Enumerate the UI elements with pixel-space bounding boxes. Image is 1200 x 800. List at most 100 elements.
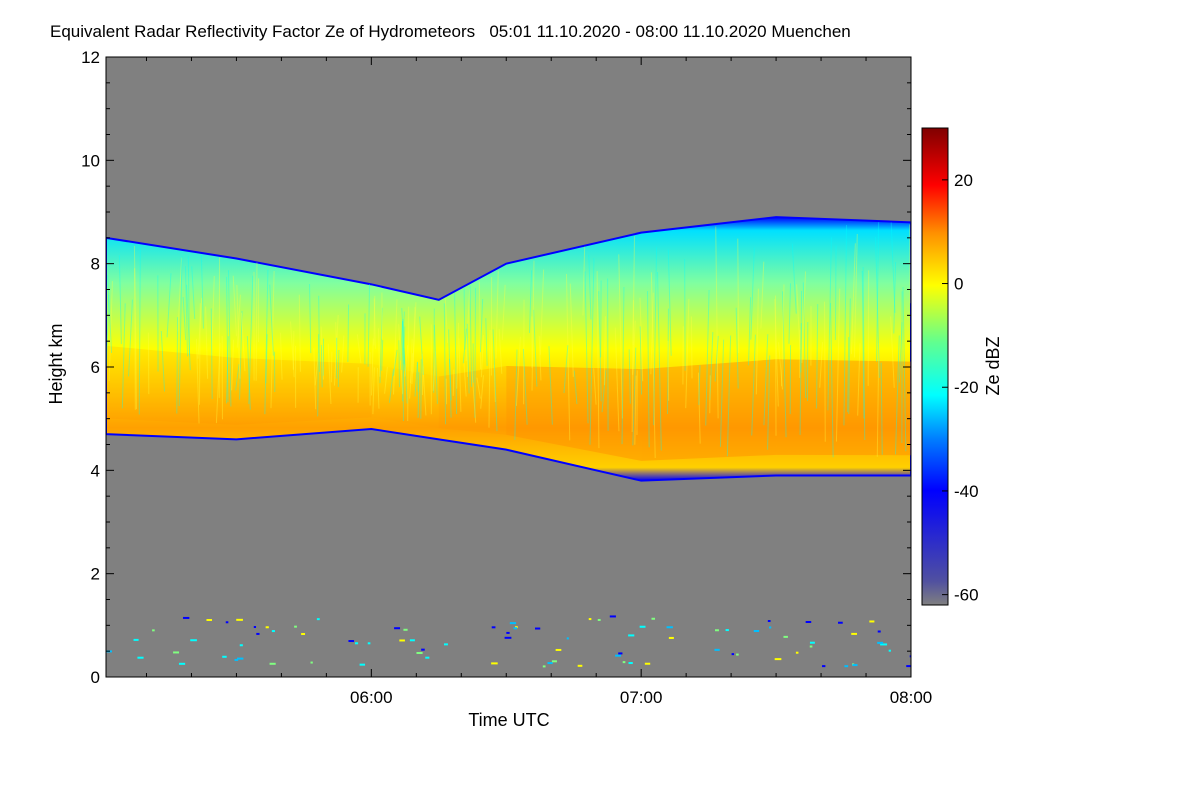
fall-streak <box>471 370 477 423</box>
fall-streak <box>466 323 470 394</box>
fall-streak <box>449 359 452 401</box>
speckle <box>774 658 782 661</box>
speckle <box>577 664 583 667</box>
fall-streak <box>848 298 851 415</box>
fall-streak <box>862 266 866 441</box>
fall-streak <box>890 316 895 388</box>
cloud-core-segment <box>371 363 439 429</box>
speckle <box>547 662 553 665</box>
cloud-layer <box>106 216 911 482</box>
speckle <box>542 665 546 668</box>
fall-streak <box>573 370 578 405</box>
fall-streak <box>898 322 903 383</box>
speckle <box>513 627 517 630</box>
fall-streak <box>735 307 739 389</box>
fall-streak <box>335 322 338 360</box>
speckle <box>403 628 408 631</box>
fall-streak <box>902 286 907 452</box>
fall-streak <box>748 297 752 366</box>
speckle <box>399 639 405 642</box>
fall-streak <box>596 271 600 449</box>
fall-streak <box>200 254 204 329</box>
speckle <box>767 620 771 623</box>
fall-streak <box>246 336 251 410</box>
fall-streak <box>781 284 785 387</box>
fall-streak <box>347 304 350 363</box>
speckle <box>651 617 656 620</box>
speckle <box>588 618 592 621</box>
speckle <box>367 642 371 645</box>
fall-streak <box>236 294 241 348</box>
speckle <box>566 637 569 640</box>
fall-streak <box>593 368 597 405</box>
fall-streak <box>480 375 484 409</box>
speckle <box>294 625 297 628</box>
fall-streak <box>514 349 518 440</box>
fall-streak <box>411 302 417 384</box>
fall-streak <box>565 273 571 441</box>
fall-streak <box>501 284 506 340</box>
fall-streak <box>698 365 701 405</box>
speckle <box>731 653 735 656</box>
fall-streak <box>419 316 424 375</box>
fall-streak <box>791 243 797 314</box>
speckle <box>628 634 635 637</box>
fall-streak <box>341 335 345 373</box>
speckle <box>237 657 244 660</box>
fall-streak <box>106 294 110 368</box>
cloud-core-segment <box>641 359 777 461</box>
speckle <box>509 622 517 625</box>
clutter-speckles <box>106 615 911 668</box>
speckle <box>190 639 197 642</box>
fall-streak <box>816 304 819 409</box>
speckle <box>253 626 257 629</box>
fall-streak <box>402 326 406 402</box>
fall-streak <box>639 297 644 382</box>
speckle <box>234 658 239 661</box>
fall-streak <box>650 292 654 375</box>
speckle <box>666 626 673 629</box>
fall-streak <box>182 297 187 341</box>
fall-streak <box>589 258 595 445</box>
fall-streak <box>414 362 418 397</box>
fall-streak <box>847 336 850 413</box>
speckle <box>909 655 911 658</box>
speckle <box>183 616 190 619</box>
fall-streak <box>498 329 503 374</box>
fall-streak <box>433 308 435 393</box>
fall-streak <box>356 334 362 364</box>
fall-streak <box>402 321 404 421</box>
fall-streak <box>890 222 896 313</box>
fall-streak <box>128 299 133 377</box>
fall-streak <box>647 291 650 448</box>
fall-streak <box>381 340 384 371</box>
fall-streak <box>239 310 243 400</box>
fall-streak <box>452 369 455 396</box>
speckle <box>443 643 448 646</box>
speckle <box>783 635 788 638</box>
fall-streak <box>133 245 137 410</box>
cloud-core-segment <box>106 345 237 425</box>
fall-streak <box>830 303 834 458</box>
fall-streak <box>632 236 635 345</box>
fall-streak <box>377 328 381 377</box>
fall-streak <box>714 335 719 382</box>
fall-streak <box>774 295 777 436</box>
speckle <box>880 643 888 646</box>
fall-streak <box>138 247 141 415</box>
fall-streak <box>376 367 380 409</box>
cloud-core-segment <box>236 357 372 425</box>
speckle <box>877 641 884 644</box>
fall-streak <box>751 334 756 436</box>
fall-streak <box>298 294 301 372</box>
fall-streak <box>709 332 714 401</box>
speckle <box>869 620 875 623</box>
fall-streak <box>531 260 535 391</box>
fall-streak <box>318 295 321 373</box>
fall-streak <box>478 281 482 370</box>
speckle <box>265 626 269 629</box>
fall-streak <box>539 269 545 355</box>
fall-streak <box>317 334 320 417</box>
fall-streak <box>270 271 275 409</box>
speckle <box>597 618 601 621</box>
